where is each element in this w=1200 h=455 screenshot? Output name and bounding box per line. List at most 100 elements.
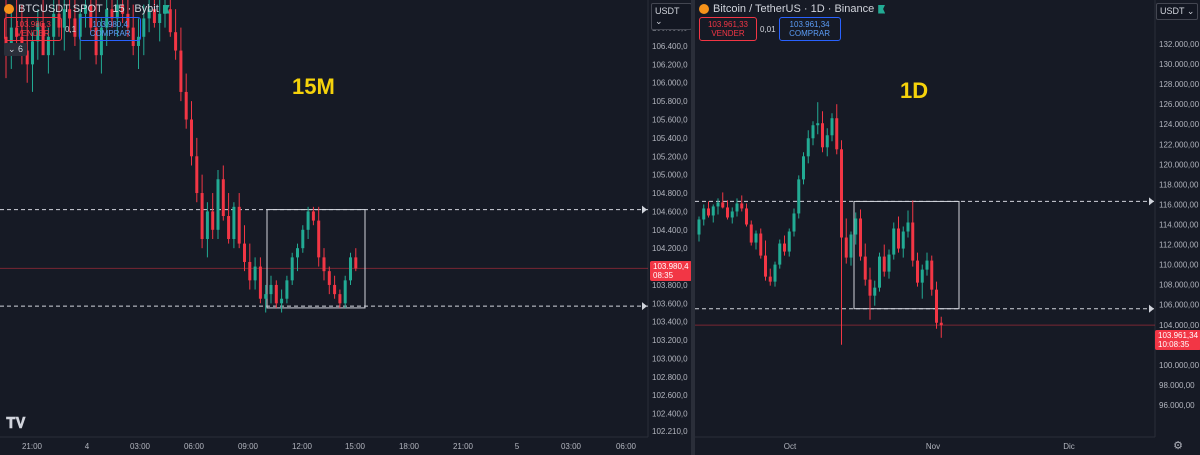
y-tick-label: 96.000,00 [1159, 401, 1195, 410]
y-tick-label: 104.200,0 [652, 244, 688, 253]
chart-15m-svg[interactable]: 106.600,0106.400,0106.200,0106.000,0105.… [0, 0, 692, 455]
left-currency-selector[interactable]: USDT ⌄ [651, 3, 692, 30]
right-last-price-tag: 103.961,34 10:08:35 [1155, 330, 1200, 350]
candle-body [844, 237, 848, 258]
candle-body [859, 218, 862, 257]
candle-body [296, 248, 299, 258]
level-arrow-marker [1149, 304, 1154, 313]
candle-body [740, 203, 744, 209]
candle-body [726, 207, 729, 218]
left-buy-button[interactable]: 103.980,4 COMPRAR [79, 17, 142, 41]
candle-body [227, 216, 231, 239]
candle-body [168, 9, 172, 33]
candle-body [99, 27, 103, 56]
candle-body [78, 13, 82, 37]
right-buy-button[interactable]: 103.961,34 COMPRAR [778, 17, 841, 41]
status-flag-icon [878, 4, 886, 14]
y-tick-label: 103.200,0 [652, 336, 688, 345]
candle-body [121, 4, 125, 14]
candle-body [711, 206, 715, 216]
settings-gear-icon[interactable]: ⚙ [1173, 440, 1183, 452]
left-symbol-title: BTCUSDT SPOT · 15 · Bybit [18, 3, 159, 15]
y-tick-label: 102.400,0 [652, 410, 688, 419]
candle-body [882, 256, 886, 272]
x-tick-label: 09:00 [238, 442, 259, 451]
candle-body [285, 280, 289, 299]
candle-body [811, 125, 815, 139]
right-timeframe-annotation: 1D [900, 78, 929, 103]
candle-body [702, 208, 706, 220]
candle-body [797, 179, 801, 214]
candle-body [868, 279, 872, 296]
candle-body [873, 287, 877, 296]
candle-body [825, 135, 829, 148]
left-timeframe-annotation: 15M [292, 74, 335, 99]
y-tick-label: 130.000,00 [1159, 60, 1200, 69]
right-currency-selector[interactable]: USDT ⌄ [1156, 3, 1199, 20]
candle-body [4, 36, 8, 46]
x-tick-label: 5 [515, 442, 520, 451]
left-buy-price: 103.980,4 [92, 20, 128, 29]
right-currency-label: USDT [1160, 6, 1185, 16]
candle-body [179, 50, 183, 92]
left-symbol-header: BTCUSDT SPOT · 15 · Bybit [4, 3, 170, 15]
left-sell-button[interactable]: 103.980,3 VENDER [4, 17, 62, 41]
y-tick-label: 105.800,0 [652, 97, 688, 106]
candle-body [9, 27, 13, 46]
x-tick-label: 12:00 [292, 442, 313, 451]
candle-body [333, 284, 337, 295]
candle-body [105, 9, 109, 28]
y-tick-label: 120.000,00 [1159, 160, 1200, 169]
candle-body [878, 256, 881, 288]
right-countdown: 10:08:35 [1158, 340, 1190, 349]
candle-body [778, 243, 782, 265]
candle-body [892, 228, 896, 255]
candle-body [253, 266, 257, 281]
candle-body [174, 32, 178, 51]
candle-body [745, 208, 748, 225]
y-tick-label: 128.000,00 [1159, 80, 1200, 89]
left-sell-label: VENDER [16, 29, 50, 38]
candle-body [290, 257, 294, 281]
bitcoin-coin-icon [4, 4, 14, 14]
candle-body [773, 264, 777, 282]
candle-body [115, 4, 119, 19]
left-sell-price: 103.980,3 [15, 20, 51, 29]
y-tick-label: 104.400,0 [652, 226, 688, 235]
chart-1d-svg[interactable]: 132.000,00 130.000,00 128.000,00 126.000,00… [695, 0, 1200, 455]
candle-body [935, 289, 938, 323]
x-tick-label: 06:00 [616, 442, 637, 451]
candle-body [73, 18, 77, 37]
y-tick-label: 103.600,0 [652, 299, 688, 308]
level-arrow-marker [642, 302, 647, 311]
candle-body [863, 256, 867, 280]
indicator-collapse-button[interactable]: ⌄ 6 [4, 43, 28, 56]
x-tick-label: 21:00 [22, 442, 43, 451]
bitcoin-coin-icon [699, 4, 709, 14]
candle-body [41, 23, 45, 56]
tradingview-logo-icon[interactable]: 𝐓𝐕 [6, 415, 26, 432]
y-tick-label: 108.000,00 [1159, 281, 1200, 290]
y-tick-label: 104.000,00 [1159, 321, 1200, 330]
y-tick-label: 103.800,0 [652, 281, 688, 290]
left-chart-panel[interactable]: 106.600,0106.400,0106.200,0106.000,0105.… [0, 0, 692, 455]
candle-body [911, 222, 915, 261]
candle-body [280, 298, 284, 304]
y-tick-label: 106.000,0 [652, 79, 688, 88]
candle-body [243, 243, 246, 262]
candle-body [849, 234, 853, 258]
x-tick-label: Oct [784, 442, 797, 451]
candle-body [57, 13, 61, 28]
candle-body [25, 50, 29, 65]
right-sell-button[interactable]: 103.961,33 VENDER [699, 17, 757, 41]
candle-body [131, 27, 135, 46]
right-chart-panel[interactable]: 132.000,00 130.000,00 128.000,00 126.000,00… [694, 0, 1200, 455]
right-buy-price: 103.961,34 [789, 20, 830, 29]
x-tick-label: 18:00 [399, 442, 420, 451]
panel-divider[interactable] [691, 0, 694, 455]
y-tick-label: 126.000,00 [1159, 100, 1200, 109]
candle-body [730, 211, 734, 218]
right-trade-buttons: 103.961,33 VENDER 0,01 103.961,34 COMPRA… [699, 17, 841, 41]
candle-body [707, 208, 710, 216]
candle-body [142, 18, 146, 37]
